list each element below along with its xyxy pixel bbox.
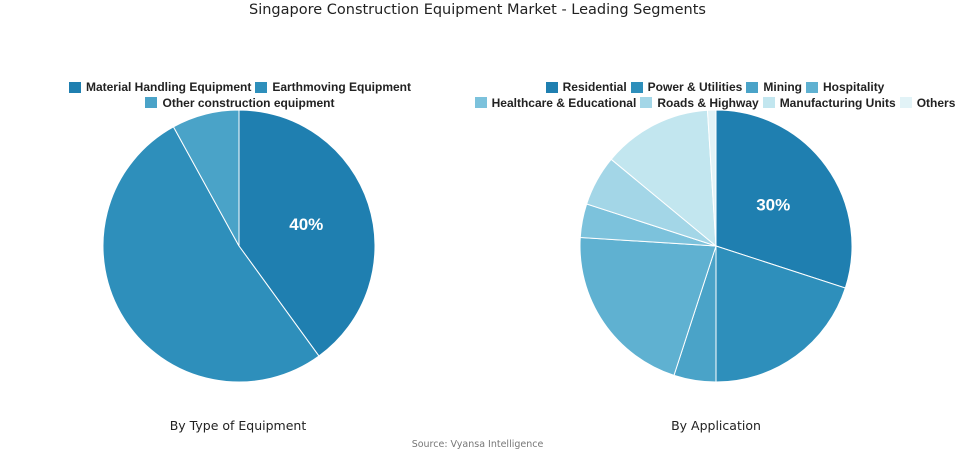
data-label-material-handling-equipment: 40% bbox=[289, 215, 323, 234]
legend-swatch bbox=[474, 97, 487, 108]
legend-item-others: Others bbox=[899, 95, 955, 110]
legend-swatch bbox=[640, 97, 653, 108]
legend-label: Manufacturing Units bbox=[779, 95, 896, 110]
legend-item-earthmoving-equipment: Earthmoving Equipment bbox=[255, 80, 411, 94]
legend-swatch bbox=[255, 81, 268, 93]
legend-item-power-and-utilities: Power & Utilities bbox=[630, 80, 743, 94]
pie-slice-power-and-utilities bbox=[715, 245, 846, 383]
pie-type-of-equipment: 40% bbox=[102, 109, 376, 383]
legend-label: Earthmoving Equipment bbox=[272, 80, 412, 94]
legend-label: Material Handling Equipment bbox=[85, 80, 252, 94]
legend-label: Roads & Highway bbox=[657, 95, 759, 110]
legend-type-of-equipment: Material Handling Equipment Earthmoving E… bbox=[40, 80, 440, 111]
legend-swatch bbox=[806, 81, 819, 93]
legend-swatch bbox=[145, 97, 158, 108]
pie-slice-material-handling-equipment bbox=[238, 109, 376, 357]
data-label-residential: 30% bbox=[756, 195, 790, 214]
chart-title: Singapore Construction Equipment Market … bbox=[249, 2, 706, 18]
legend-label: Others bbox=[916, 95, 955, 110]
pie-slice-hospitality bbox=[579, 236, 717, 376]
legend-swatch bbox=[630, 81, 643, 93]
legend-row: Residential Power & Utilities Mining Hospit… bbox=[470, 80, 955, 96]
legend-item-other-construction-equipment: Other construction equipment bbox=[145, 95, 335, 110]
pie-slice-residential bbox=[715, 109, 853, 289]
pie-slice-other-construction-equipment bbox=[172, 109, 240, 247]
caption-application: By Application bbox=[671, 418, 761, 433]
source-note: Source: Vyansa Intelligence bbox=[411, 439, 544, 450]
legend-item-healthcare-and-educational: Healthcare & Educational bbox=[474, 95, 637, 110]
legend-item-mining: Mining bbox=[746, 80, 802, 94]
pie-slice-others bbox=[706, 109, 717, 247]
legend-label: Healthcare & Educational bbox=[491, 95, 637, 110]
pie-application: 30% bbox=[579, 109, 853, 383]
legend-item-material-handling-equipment: Material Handling Equipment bbox=[68, 80, 252, 94]
legend-item-roads-and-highway: Roads & Highway bbox=[640, 95, 759, 110]
legend-row: Material Handling Equipment Earthmoving E… bbox=[40, 80, 440, 96]
pie-slice-manufacturing-units bbox=[610, 109, 717, 248]
legend-application: Residential Power & Utilities Mining Hospit… bbox=[470, 80, 955, 111]
legend-swatch bbox=[545, 81, 558, 93]
legend-swatch bbox=[762, 97, 775, 108]
legend-swatch bbox=[68, 81, 81, 93]
legend-item-hospitality: Hospitality bbox=[806, 80, 884, 94]
legend-label: Power & Utilities bbox=[647, 80, 743, 94]
legend-label: Residential bbox=[562, 80, 627, 94]
caption-type-of-equipment: By Type of Equipment bbox=[169, 418, 307, 433]
legend-swatch bbox=[746, 81, 759, 93]
legend-item-manufacturing-units: Manufacturing Units bbox=[762, 95, 896, 110]
legend-label: Other construction equipment bbox=[162, 95, 335, 110]
legend-row: Other construction equipment bbox=[40, 96, 440, 112]
legend-swatch bbox=[899, 97, 912, 108]
legend-label: Mining bbox=[763, 80, 803, 94]
pie-slice-earthmoving-equipment bbox=[102, 126, 320, 383]
legend-item-residential: Residential bbox=[545, 80, 627, 94]
legend-row: Healthcare & Educational Roads & Highway M… bbox=[470, 96, 955, 112]
legend-label: Hospitality bbox=[823, 80, 885, 94]
